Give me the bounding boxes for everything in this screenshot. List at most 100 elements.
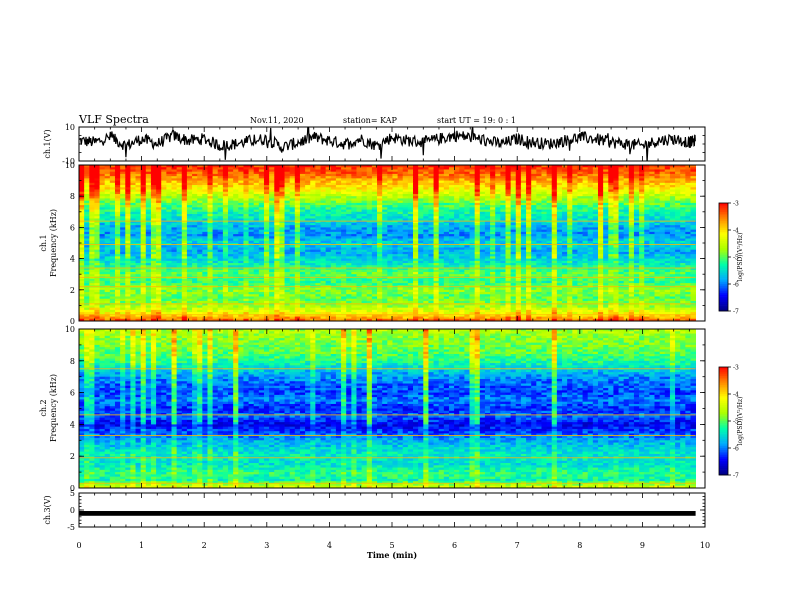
colorbar-cell	[719, 458, 728, 461]
colorbar-label: log(PSD)(V²/Hz)	[737, 397, 744, 446]
colorbar-cell	[719, 273, 728, 276]
colorbar-cell	[719, 464, 728, 467]
colorbar-cell	[719, 285, 728, 288]
colorbar-cell	[719, 296, 728, 299]
colorbar-cell	[719, 377, 728, 380]
colorbar-cell	[719, 266, 728, 269]
ch2-spec-ylabel-freq: Frequency (kHz)	[49, 374, 58, 442]
x-tick-label: 8	[577, 541, 582, 550]
colorbar-cell	[719, 460, 728, 463]
colorbar-cell	[719, 233, 728, 236]
x-tick-label: 0	[76, 541, 81, 550]
y-tick-label: 6	[70, 223, 75, 232]
colorbar-cell	[719, 260, 728, 263]
colorbar-cell	[719, 376, 728, 379]
colorbar-cell	[719, 457, 728, 460]
colorbar-cell	[719, 467, 728, 470]
colorbar-cell	[719, 413, 728, 416]
colorbar-cell	[719, 284, 728, 287]
colorbar-cell	[719, 289, 728, 292]
y-tick-label: 10	[65, 161, 75, 170]
colorbar-cell	[719, 397, 728, 400]
colorbar-cell	[719, 466, 728, 469]
colorbar-cell	[719, 435, 728, 438]
ch2-heatmap	[79, 329, 697, 489]
x-tick-label: 4	[327, 541, 332, 550]
colorbar-cell	[719, 374, 728, 377]
x-tick-label: 2	[202, 541, 207, 550]
start-time-label: start UT = 19: 0 : 1	[437, 116, 516, 125]
colorbar-cell	[719, 370, 728, 373]
ch3-ylabel: ch.3(V)	[43, 495, 52, 524]
colorbar-cell	[719, 251, 728, 254]
colorbar-cell	[719, 412, 728, 415]
colorbar-cell	[719, 271, 728, 274]
ch1-ylabel: ch.1(V)	[43, 129, 52, 158]
colorbar-cell	[719, 471, 728, 474]
x-tick-label: 6	[452, 541, 457, 550]
colorbar-tick-label: -6	[733, 282, 739, 289]
colorbar-cell	[719, 204, 728, 207]
ch3-axis: 5 0 -5	[67, 489, 706, 532]
colorbar-cell	[719, 246, 728, 249]
colorbar-cell	[719, 213, 728, 216]
y-tick-label: 5	[70, 489, 75, 498]
colorbar-cell	[719, 215, 728, 218]
colorbar-cell	[719, 305, 728, 308]
colorbar-cell	[719, 237, 728, 240]
colorbar-cell	[719, 406, 728, 409]
ch2-spec-ylabel-channel: ch.2	[39, 399, 48, 416]
y-tick-label: 8	[70, 357, 75, 366]
colorbar-cell	[719, 379, 728, 382]
date-label: Nov.11, 2020	[250, 116, 304, 125]
ch1-spectrogram-axis: 0 2 4 6 8 10	[65, 161, 706, 326]
colorbar-tick-label: -3	[733, 201, 739, 208]
colorbar-cell	[719, 386, 728, 389]
colorbar-cell	[719, 392, 728, 395]
colorbar-cell	[719, 422, 728, 425]
colorbar-cell	[719, 469, 728, 472]
colorbar-cell	[719, 239, 728, 242]
colorbar-cell	[719, 267, 728, 270]
colorbar-cell	[719, 442, 728, 445]
colorbar-cell	[719, 404, 728, 407]
y-tick-label: 0	[70, 506, 75, 515]
ch3-waveform-panel: 5 0 -5 ch.3(V)	[43, 489, 706, 532]
colorbar-cell	[719, 426, 728, 429]
colorbar-tick-label: -5	[733, 255, 739, 262]
colorbar-cell	[719, 437, 728, 440]
colorbar-cell	[719, 217, 728, 220]
colorbar-cell	[719, 275, 728, 278]
ch3-trace	[79, 511, 696, 516]
colorbar-cell	[719, 276, 728, 279]
x-tick-label: 10	[700, 541, 710, 550]
colorbar-cell	[719, 408, 728, 411]
colorbar-cell	[719, 451, 728, 454]
colorbar-cell	[719, 253, 728, 256]
colorbar-cell	[719, 401, 728, 404]
colorbar-cell	[719, 444, 728, 447]
colorbar-cell	[719, 449, 728, 452]
ch1-series-line	[79, 127, 696, 161]
colorbar-cell	[719, 446, 728, 449]
colorbar-cell	[719, 219, 728, 222]
colorbar-tick-label: -4	[733, 228, 739, 235]
y-tick-label: 10	[65, 325, 75, 334]
y-tick-label: 0	[70, 317, 75, 326]
colorbar-cell	[719, 226, 728, 229]
y-tick-label: 2	[70, 286, 75, 295]
figure-title: VLF Spectra	[78, 113, 149, 126]
colorbar-cell	[719, 269, 728, 272]
colorbar-cell	[719, 240, 728, 243]
colorbar-cell	[719, 228, 728, 231]
x-tick-label: 9	[640, 541, 645, 550]
colorbar-cell	[719, 395, 728, 398]
colorbar-cell	[719, 462, 728, 465]
colorbar-cell	[719, 388, 728, 391]
y-tick-label: -5	[67, 523, 75, 532]
colorbar-cell	[719, 294, 728, 297]
ch1-spec-ylabel-channel: ch.1	[39, 234, 48, 251]
y-tick-label: 10	[65, 123, 75, 132]
ch2-colorbar: -3 -4 -5 -6 -7 log(PSD)(V²/Hz)	[718, 365, 744, 480]
